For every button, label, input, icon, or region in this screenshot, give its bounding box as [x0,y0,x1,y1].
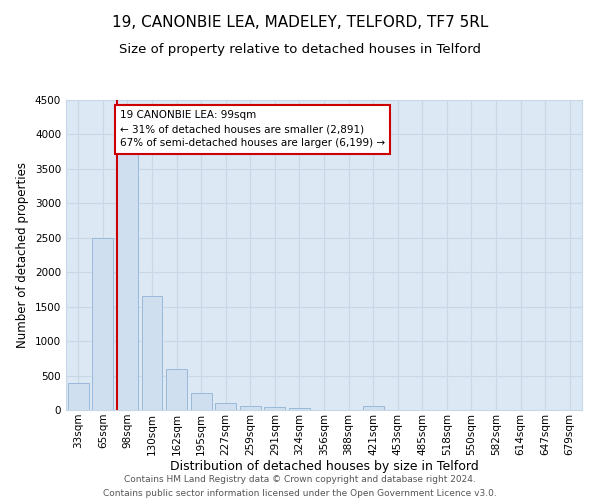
Bar [191,394,212,410]
Text: 19, CANONBIE LEA, MADELEY, TELFORD, TF7 5RL: 19, CANONBIE LEA, MADELEY, TELFORD, TF7 … [112,15,488,30]
Bar [289,408,310,410]
Text: Size of property relative to detached houses in Telford: Size of property relative to detached ho… [119,42,481,56]
Bar [68,383,89,410]
Bar [142,296,163,410]
Text: Contains HM Land Registry data © Crown copyright and database right 2024.
Contai: Contains HM Land Registry data © Crown c… [103,476,497,498]
X-axis label: Distribution of detached houses by size in Telford: Distribution of detached houses by size … [170,460,478,473]
Bar [117,152,138,410]
Y-axis label: Number of detached properties: Number of detached properties [16,162,29,348]
Bar [215,403,236,410]
Bar [92,238,113,410]
Bar [362,406,383,410]
Bar [240,406,261,410]
Bar [265,407,286,410]
Text: 19 CANONBIE LEA: 99sqm
← 31% of detached houses are smaller (2,891)
67% of semi-: 19 CANONBIE LEA: 99sqm ← 31% of detached… [120,110,385,148]
Bar [166,368,187,410]
